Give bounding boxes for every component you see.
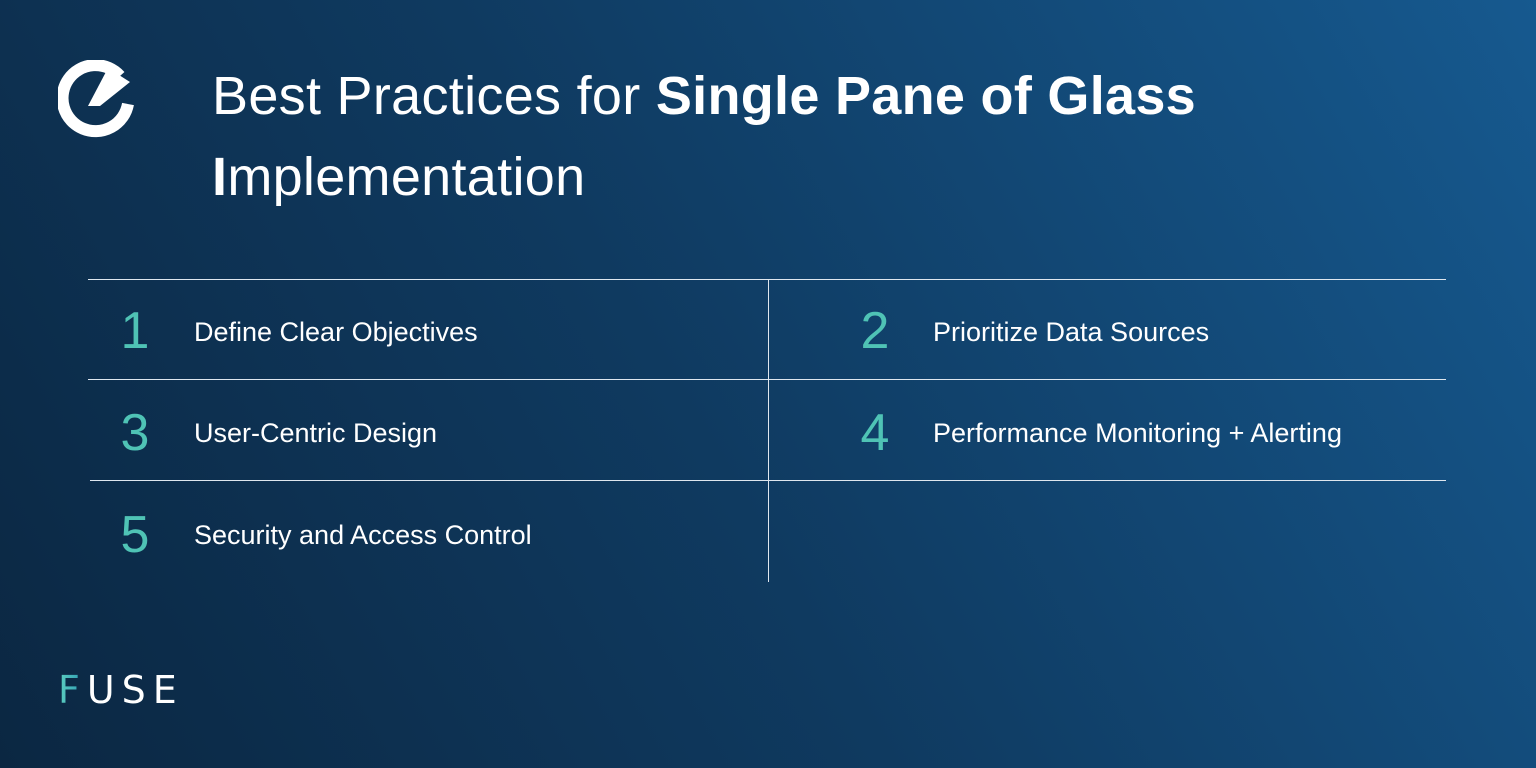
title-bold-initial: I [212, 147, 228, 207]
fuse-logo: FUSE [58, 668, 184, 712]
item-number: 4 [860, 404, 890, 462]
item-label: Performance Monitoring + Alerting [933, 418, 1342, 448]
brand-e-logo-icon [58, 60, 134, 138]
item-number: 2 [860, 302, 890, 360]
title-bold: Single Pane of Glass [655, 66, 1197, 126]
item-label: Define Clear Objectives [194, 317, 478, 347]
divider [88, 279, 1446, 280]
title-prefix: Best Practices for [212, 66, 656, 126]
item-number: 5 [120, 506, 150, 564]
item-label: Security and Access Control [194, 520, 532, 550]
divider-vertical [768, 280, 769, 582]
title-rest: mplementation [227, 147, 586, 207]
item-number: 1 [120, 302, 150, 360]
page-title: Best Practices for Single Pane of Glass I… [212, 56, 1412, 218]
item-number: 3 [120, 404, 150, 462]
divider [88, 379, 1446, 380]
item-label: User-Centric Design [194, 418, 438, 448]
item-label: Prioritize Data Sources [933, 317, 1210, 347]
